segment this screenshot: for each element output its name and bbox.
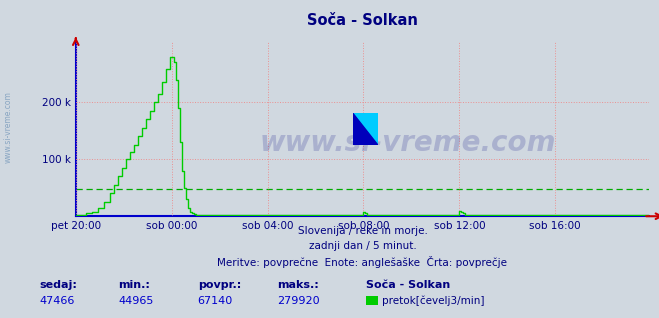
Polygon shape xyxy=(353,113,378,145)
Text: povpr.:: povpr.: xyxy=(198,280,241,290)
Text: Meritve: povprečne  Enote: anglešaške  Črta: povprečje: Meritve: povprečne Enote: anglešaške Črt… xyxy=(217,256,507,268)
Text: Slovenija / reke in morje.: Slovenija / reke in morje. xyxy=(297,225,428,236)
Text: Soča - Solkan: Soča - Solkan xyxy=(307,13,418,28)
Text: Soča - Solkan: Soča - Solkan xyxy=(366,280,450,290)
Text: 67140: 67140 xyxy=(198,295,233,306)
Text: sedaj:: sedaj: xyxy=(40,280,77,290)
Text: zadnji dan / 5 minut.: zadnji dan / 5 minut. xyxy=(308,241,416,252)
Text: min.:: min.: xyxy=(119,280,150,290)
Text: 44965: 44965 xyxy=(119,295,154,306)
Text: 279920: 279920 xyxy=(277,295,320,306)
Polygon shape xyxy=(353,113,378,145)
Polygon shape xyxy=(358,113,378,135)
Text: www.si-vreme.com: www.si-vreme.com xyxy=(260,129,557,157)
Text: pretok[čevelj3/min]: pretok[čevelj3/min] xyxy=(382,295,485,306)
Text: www.si-vreme.com: www.si-vreme.com xyxy=(3,91,13,163)
Text: maks.:: maks.: xyxy=(277,280,318,290)
Text: 47466: 47466 xyxy=(40,295,75,306)
